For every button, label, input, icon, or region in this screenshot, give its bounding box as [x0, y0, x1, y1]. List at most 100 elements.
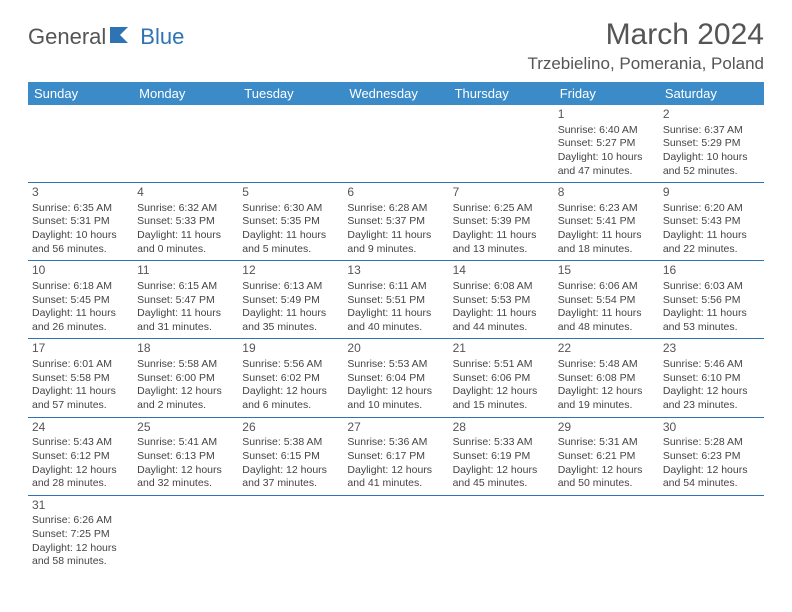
calendar-week: 1Sunrise: 6:40 AMSunset: 5:27 PMDaylight… [28, 105, 764, 183]
calendar-day: 21Sunrise: 5:51 AMSunset: 6:06 PMDayligh… [449, 339, 554, 417]
sunset-text: Sunset: 5:35 PM [242, 215, 339, 229]
calendar-day: 5Sunrise: 6:30 AMSunset: 5:35 PMDaylight… [238, 183, 343, 261]
daylight-text: Daylight: 11 hours and 35 minutes. [242, 307, 339, 334]
day-number: 31 [32, 498, 129, 514]
daylight-text: Daylight: 10 hours and 47 minutes. [558, 151, 655, 178]
calendar-day: 31Sunrise: 6:26 AMSunset: 7:25 PMDayligh… [28, 495, 133, 573]
day-number: 25 [137, 420, 234, 436]
sunset-text: Sunset: 5:54 PM [558, 294, 655, 308]
sunset-text: Sunset: 5:29 PM [663, 137, 760, 151]
sunrise-text: Sunrise: 6:40 AM [558, 124, 655, 138]
day-number: 2 [663, 107, 760, 123]
day-number: 22 [558, 341, 655, 357]
day-number: 9 [663, 185, 760, 201]
day-number: 28 [453, 420, 550, 436]
sunrise-text: Sunrise: 5:56 AM [242, 358, 339, 372]
day-header: Thursday [449, 82, 554, 105]
sunset-text: Sunset: 5:58 PM [32, 372, 129, 386]
sunrise-text: Sunrise: 5:38 AM [242, 436, 339, 450]
sunset-text: Sunset: 6:08 PM [558, 372, 655, 386]
sunrise-text: Sunrise: 6:03 AM [663, 280, 760, 294]
daylight-text: Daylight: 12 hours and 23 minutes. [663, 385, 760, 412]
calendar-day: 18Sunrise: 5:58 AMSunset: 6:00 PMDayligh… [133, 339, 238, 417]
day-number: 13 [347, 263, 444, 279]
sunset-text: Sunset: 6:06 PM [453, 372, 550, 386]
calendar-day: 13Sunrise: 6:11 AMSunset: 5:51 PMDayligh… [343, 261, 448, 339]
sunrise-text: Sunrise: 6:37 AM [663, 124, 760, 138]
sunrise-text: Sunrise: 6:08 AM [453, 280, 550, 294]
daylight-text: Daylight: 11 hours and 40 minutes. [347, 307, 444, 334]
day-number: 17 [32, 341, 129, 357]
sunrise-text: Sunrise: 6:11 AM [347, 280, 444, 294]
location: Trzebielino, Pomerania, Poland [527, 54, 764, 74]
sunset-text: Sunset: 6:10 PM [663, 372, 760, 386]
logo-text-general: General [28, 24, 106, 50]
sunrise-text: Sunrise: 5:53 AM [347, 358, 444, 372]
calendar-day: 25Sunrise: 5:41 AMSunset: 6:13 PMDayligh… [133, 417, 238, 495]
day-number: 30 [663, 420, 760, 436]
logo: General Blue [28, 24, 184, 50]
sunset-text: Sunset: 6:12 PM [32, 450, 129, 464]
daylight-text: Daylight: 11 hours and 22 minutes. [663, 229, 760, 256]
calendar-day: 12Sunrise: 6:13 AMSunset: 5:49 PMDayligh… [238, 261, 343, 339]
calendar-day: 19Sunrise: 5:56 AMSunset: 6:02 PMDayligh… [238, 339, 343, 417]
day-number: 20 [347, 341, 444, 357]
day-number: 11 [137, 263, 234, 279]
calendar-day: 20Sunrise: 5:53 AMSunset: 6:04 PMDayligh… [343, 339, 448, 417]
calendar-day: 7Sunrise: 6:25 AMSunset: 5:39 PMDaylight… [449, 183, 554, 261]
calendar-day: 24Sunrise: 5:43 AMSunset: 6:12 PMDayligh… [28, 417, 133, 495]
sunset-text: Sunset: 7:25 PM [32, 528, 129, 542]
sunset-text: Sunset: 6:04 PM [347, 372, 444, 386]
calendar-day: 17Sunrise: 6:01 AMSunset: 5:58 PMDayligh… [28, 339, 133, 417]
calendar-day: 27Sunrise: 5:36 AMSunset: 6:17 PMDayligh… [343, 417, 448, 495]
day-number: 21 [453, 341, 550, 357]
calendar-week: 24Sunrise: 5:43 AMSunset: 6:12 PMDayligh… [28, 417, 764, 495]
day-number: 4 [137, 185, 234, 201]
sunset-text: Sunset: 5:43 PM [663, 215, 760, 229]
sunrise-text: Sunrise: 5:48 AM [558, 358, 655, 372]
daylight-text: Daylight: 10 hours and 56 minutes. [32, 229, 129, 256]
daylight-text: Daylight: 12 hours and 28 minutes. [32, 464, 129, 491]
day-header: Tuesday [238, 82, 343, 105]
sunrise-text: Sunrise: 5:51 AM [453, 358, 550, 372]
calendar-day: 23Sunrise: 5:46 AMSunset: 6:10 PMDayligh… [659, 339, 764, 417]
calendar-table: SundayMondayTuesdayWednesdayThursdayFrid… [28, 82, 764, 573]
day-header: Saturday [659, 82, 764, 105]
daylight-text: Daylight: 11 hours and 31 minutes. [137, 307, 234, 334]
header: General Blue March 2024 Trzebielino, Pom… [28, 18, 764, 74]
daylight-text: Daylight: 11 hours and 57 minutes. [32, 385, 129, 412]
sunrise-text: Sunrise: 6:35 AM [32, 202, 129, 216]
daylight-text: Daylight: 12 hours and 54 minutes. [663, 464, 760, 491]
sunset-text: Sunset: 6:21 PM [558, 450, 655, 464]
sunrise-text: Sunrise: 6:18 AM [32, 280, 129, 294]
daylight-text: Daylight: 12 hours and 50 minutes. [558, 464, 655, 491]
day-header-row: SundayMondayTuesdayWednesdayThursdayFrid… [28, 82, 764, 105]
calendar-day: 6Sunrise: 6:28 AMSunset: 5:37 PMDaylight… [343, 183, 448, 261]
calendar-day: 29Sunrise: 5:31 AMSunset: 6:21 PMDayligh… [554, 417, 659, 495]
day-number: 1 [558, 107, 655, 123]
logo-text-blue: Blue [140, 24, 184, 50]
calendar-empty [659, 495, 764, 573]
sunrise-text: Sunrise: 5:31 AM [558, 436, 655, 450]
sunset-text: Sunset: 5:41 PM [558, 215, 655, 229]
daylight-text: Daylight: 12 hours and 2 minutes. [137, 385, 234, 412]
sunrise-text: Sunrise: 6:15 AM [137, 280, 234, 294]
sunrise-text: Sunrise: 6:13 AM [242, 280, 339, 294]
day-number: 3 [32, 185, 129, 201]
calendar-empty [449, 105, 554, 183]
sunset-text: Sunset: 6:13 PM [137, 450, 234, 464]
day-number: 5 [242, 185, 339, 201]
day-number: 6 [347, 185, 444, 201]
sunrise-text: Sunrise: 6:30 AM [242, 202, 339, 216]
day-number: 27 [347, 420, 444, 436]
month-title: March 2024 [527, 18, 764, 52]
daylight-text: Daylight: 11 hours and 0 minutes. [137, 229, 234, 256]
day-number: 8 [558, 185, 655, 201]
calendar-day: 4Sunrise: 6:32 AMSunset: 5:33 PMDaylight… [133, 183, 238, 261]
sunset-text: Sunset: 6:00 PM [137, 372, 234, 386]
calendar-day: 16Sunrise: 6:03 AMSunset: 5:56 PMDayligh… [659, 261, 764, 339]
sunrise-text: Sunrise: 5:33 AM [453, 436, 550, 450]
calendar-empty [133, 495, 238, 573]
calendar-empty [238, 495, 343, 573]
sunrise-text: Sunrise: 6:28 AM [347, 202, 444, 216]
